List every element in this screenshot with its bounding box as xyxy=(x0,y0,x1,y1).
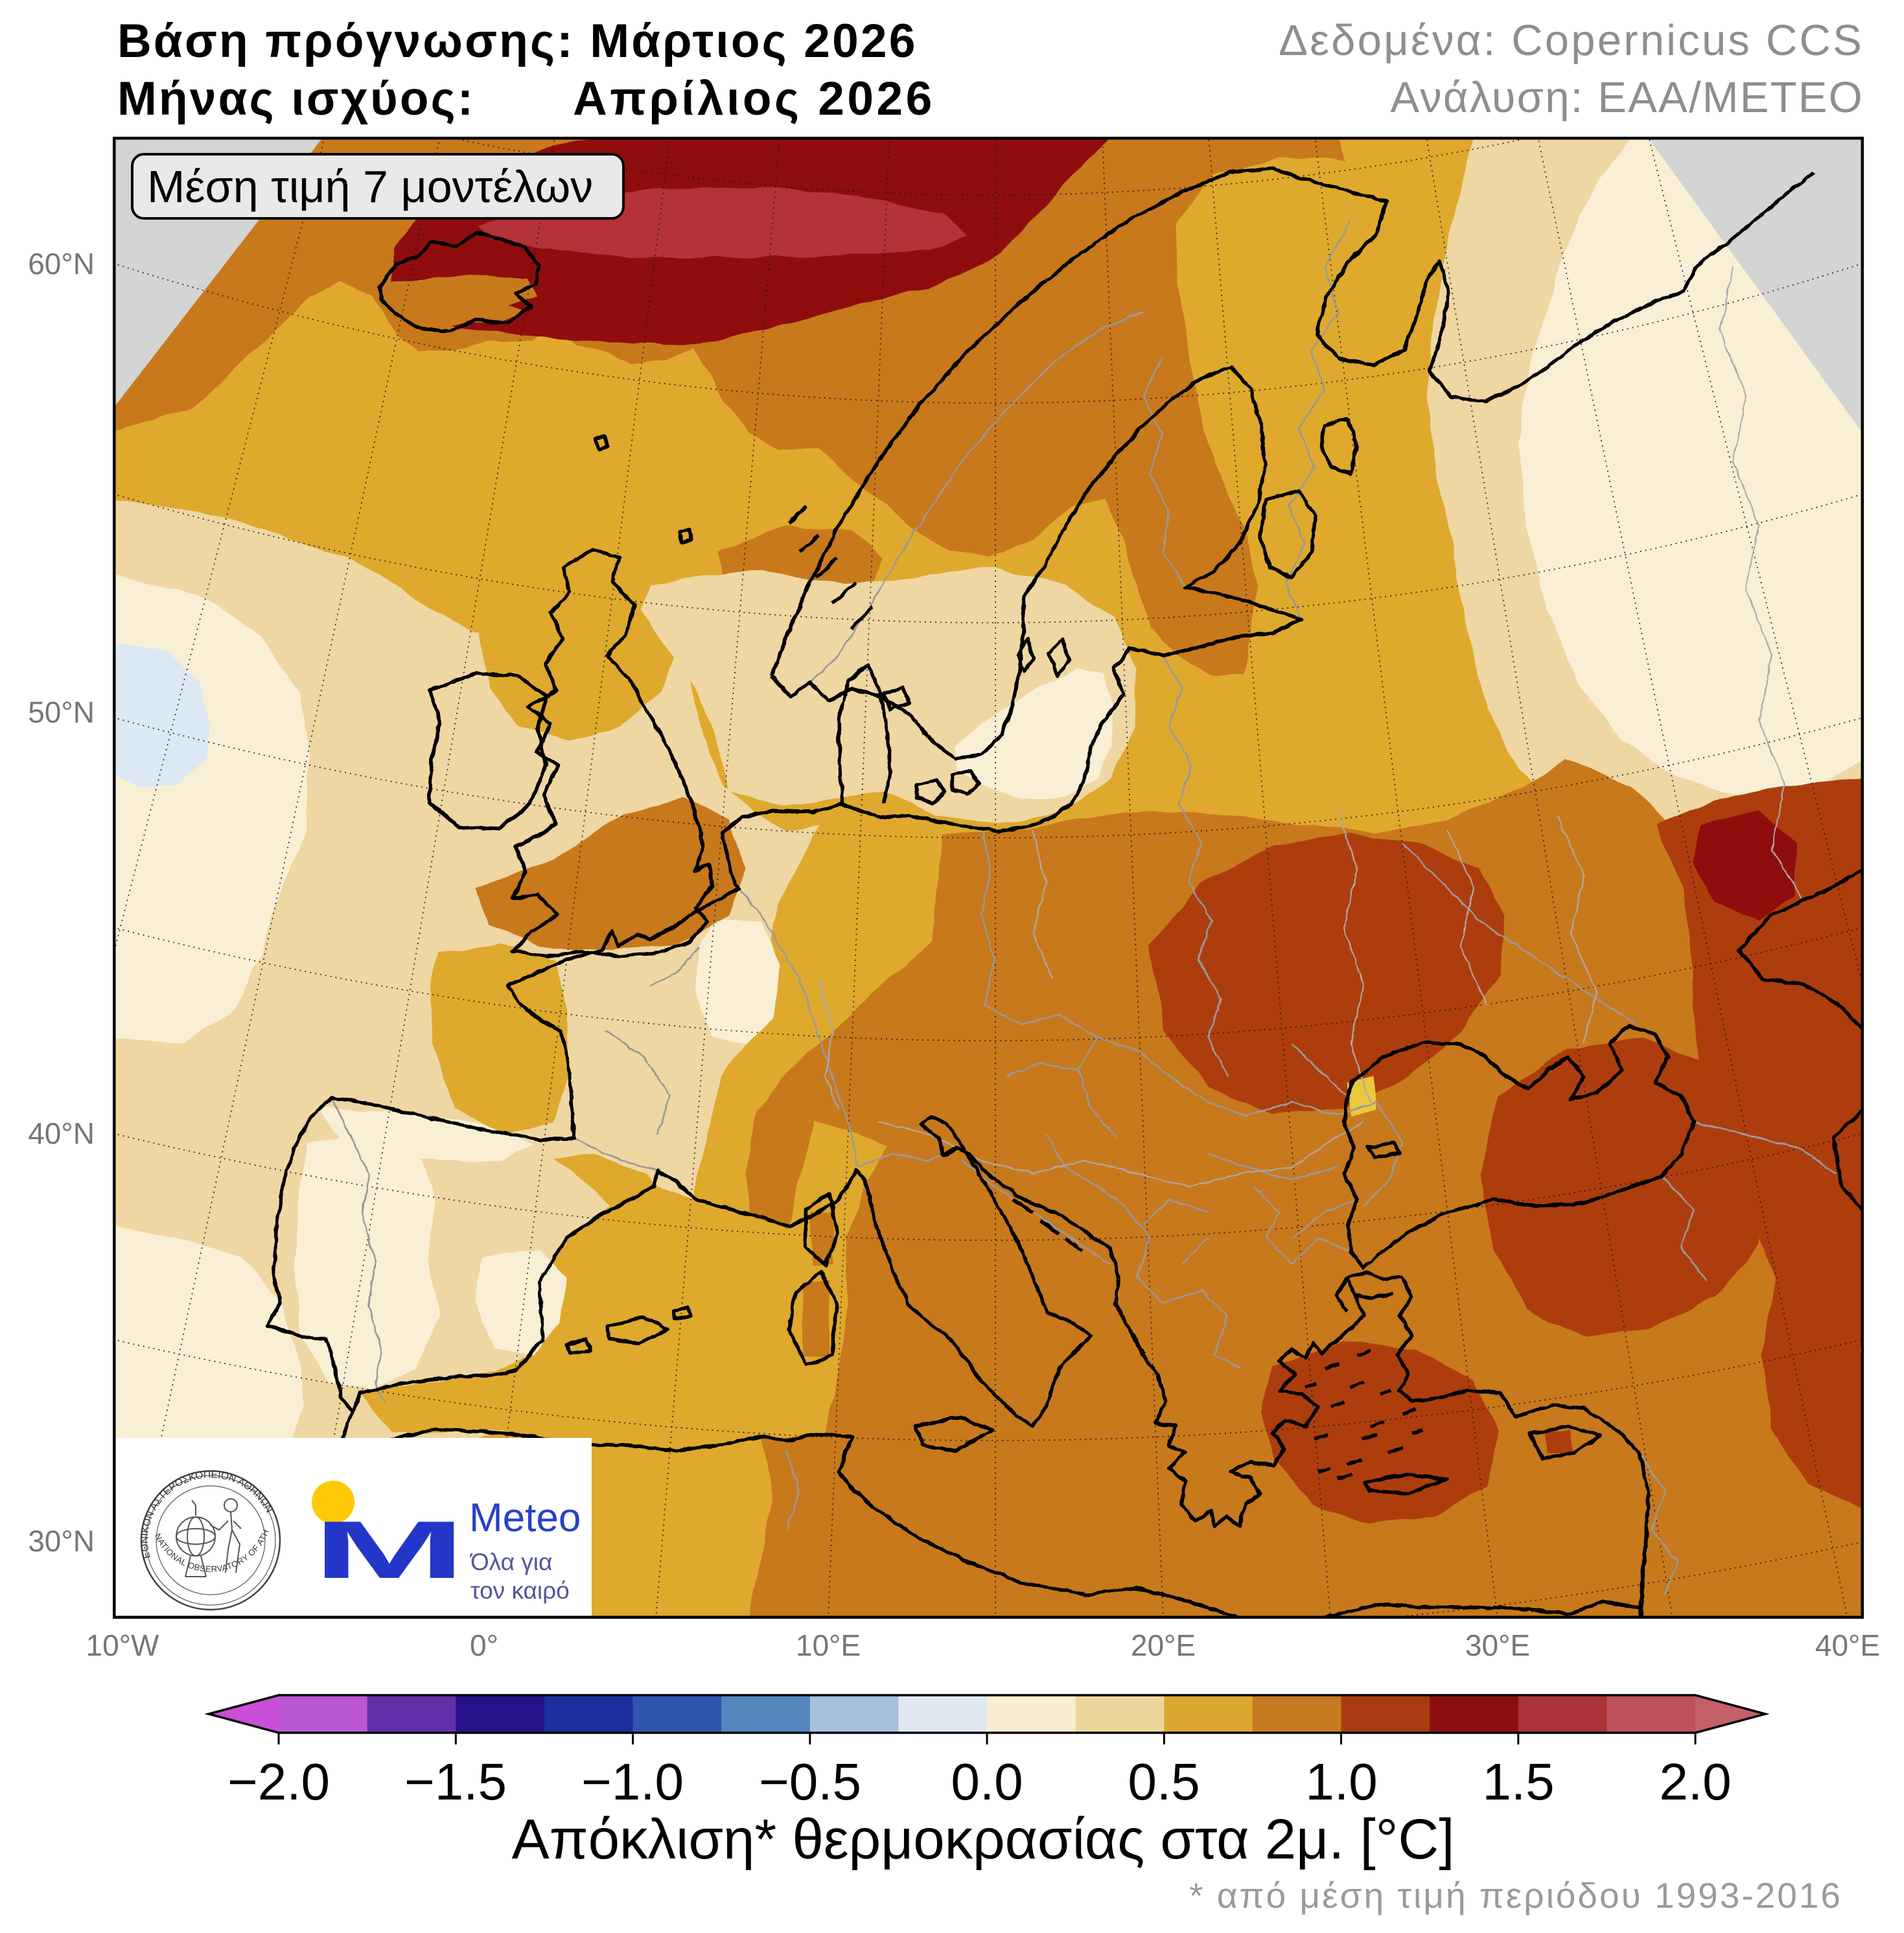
svg-text:Όλα για: Όλα για xyxy=(469,1549,552,1575)
svg-text:M: M xyxy=(312,1504,466,1595)
svg-text:Μέση τιμή 7 μοντέλων: Μέση τιμή 7 μοντέλων xyxy=(147,161,593,212)
svg-text:τον καιρό: τον καιρό xyxy=(470,1577,570,1604)
svg-text:Meteo: Meteo xyxy=(469,1496,581,1540)
